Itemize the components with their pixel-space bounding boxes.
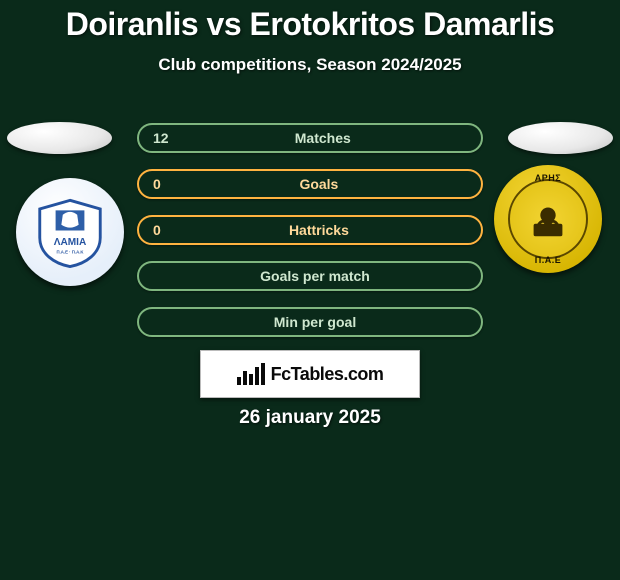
player-portrait-left-placeholder — [7, 122, 112, 154]
club-crest-left-shield: ΛAMIA Π.A.E · Π.A.K — [34, 196, 106, 268]
stat-pill-matches: 12 Matches — [137, 123, 483, 153]
stat-value: 12 — [153, 130, 169, 146]
player-portrait-right-placeholder — [508, 122, 613, 154]
stat-value: 0 — [153, 176, 161, 192]
footer-date: 26 january 2025 — [0, 407, 620, 429]
stat-value: 0 — [153, 222, 161, 238]
stat-label: Goals — [171, 176, 467, 192]
club-crest-right-ring — [508, 179, 588, 259]
club-crest-right: APHΣ Π.A.E — [494, 165, 602, 273]
brand-bars-icon — [237, 363, 265, 385]
brand-text: FcTables.com — [271, 364, 384, 385]
stat-pill-goals-per-match: Goals per match — [137, 261, 483, 291]
stat-label: Matches — [179, 130, 467, 146]
svg-text:ΛAMIA: ΛAMIA — [54, 237, 87, 248]
svg-text:Π.A.E · Π.A.K: Π.A.E · Π.A.K — [56, 250, 84, 255]
club-crest-right-top-text: APHΣ — [494, 173, 602, 183]
stat-label: Hattricks — [171, 222, 467, 238]
brand-badge: FcTables.com — [200, 350, 420, 398]
page-title: Doiranlis vs Erotokritos Damarlis — [0, 0, 620, 43]
stats-panel: 12 Matches 0 Goals 0 Hattricks Goals per… — [137, 123, 483, 353]
club-crest-right-bottom-text: Π.A.E — [494, 255, 602, 265]
subtitle: Club competitions, Season 2024/2025 — [0, 55, 620, 75]
stat-pill-goals: 0 Goals — [137, 169, 483, 199]
stat-pill-min-per-goal: Min per goal — [137, 307, 483, 337]
stat-label: Min per goal — [163, 314, 467, 330]
stat-label: Goals per match — [163, 268, 467, 284]
club-crest-left: ΛAMIA Π.A.E · Π.A.K — [16, 178, 124, 286]
stat-pill-hattricks: 0 Hattricks — [137, 215, 483, 245]
